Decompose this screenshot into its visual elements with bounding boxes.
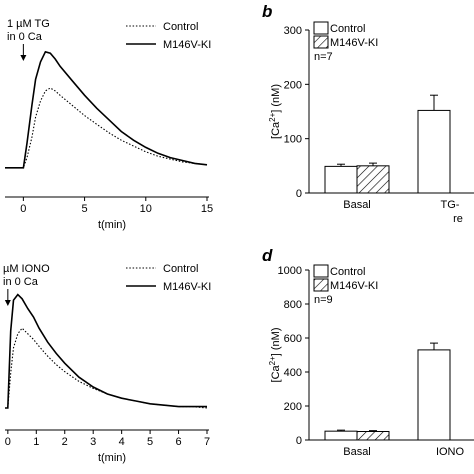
y-tick-label: 400 xyxy=(284,367,302,379)
annotation-text: 1 µM TG xyxy=(7,18,50,30)
x-tick-label: 7 xyxy=(204,436,210,448)
bar xyxy=(417,349,451,441)
y-axis-label: [Ca2+] (nM) xyxy=(268,328,283,383)
x-tick-label: 0 xyxy=(20,203,26,215)
bar xyxy=(356,165,390,194)
annotation-text: in 0 Ca xyxy=(3,276,39,288)
series-line-control xyxy=(5,87,208,169)
y-tick-label: 200 xyxy=(284,401,302,413)
x-tick-label: 5 xyxy=(147,436,153,448)
series-line-m146v-ki xyxy=(5,293,207,409)
x-tick-label: 5 xyxy=(82,203,88,215)
arrow-head xyxy=(4,300,11,306)
legend-label: M146V-KI xyxy=(163,281,211,293)
x-axis-label: t(min) xyxy=(98,452,126,464)
n-label: n=9 xyxy=(314,294,333,306)
x-axis-label: t(min) xyxy=(98,219,126,231)
y-tick-label: 600 xyxy=(284,333,302,345)
y-tick-label: 300 xyxy=(284,25,302,37)
x-tick-label: 3 xyxy=(90,436,96,448)
x-tick-label: 10 xyxy=(140,203,152,215)
legend-label: Control xyxy=(163,263,198,275)
x-tick-label: 6 xyxy=(175,436,181,448)
arrow-head xyxy=(20,55,27,61)
category-label: IONO xyxy=(436,446,465,458)
legend-swatch xyxy=(313,264,329,278)
category-label: Basal xyxy=(343,199,371,211)
series-line-m146v-ki xyxy=(5,50,208,169)
category-sublabel: re xyxy=(453,213,463,225)
panel-b-bars-tg: b 0 100 200 300 [Ca2+] (nM) Basal TG-re Control M… xyxy=(262,2,474,225)
y-tick-label: 0 xyxy=(296,188,302,200)
panel-d-bars-iono: d 0 200 400 600 800 1000 [Ca2+] (nM) Basal IONO Co… xyxy=(262,246,474,458)
legend-label: M146V-KI xyxy=(330,37,378,49)
bar xyxy=(324,430,358,441)
x-tick-label: 2 xyxy=(62,436,68,448)
panel-letter: d xyxy=(262,246,273,265)
y-tick-label: 100 xyxy=(284,134,302,146)
y-tick-label: 800 xyxy=(284,299,302,311)
legend-swatch xyxy=(313,35,329,49)
y-tick-label: 0 xyxy=(296,435,302,447)
x-tick-label: 1 xyxy=(33,436,39,448)
annotation-text: µM IONO xyxy=(3,263,50,275)
bar xyxy=(324,165,358,194)
legend-swatch xyxy=(313,21,329,35)
panel-letter: b xyxy=(262,2,272,21)
x-tick-label: 0 xyxy=(5,436,11,448)
category-label: Basal xyxy=(343,446,371,458)
legend-label: M146V-KI xyxy=(330,280,378,292)
bar xyxy=(417,109,451,194)
legend-label: M146V-KI xyxy=(163,39,211,51)
x-tick-label: 4 xyxy=(119,436,125,448)
legend-label: Control xyxy=(330,266,365,278)
legend-label: Control xyxy=(330,23,365,35)
y-tick-label: 200 xyxy=(284,79,302,91)
legend-swatch xyxy=(313,278,329,292)
annotation-text: in 0 Ca xyxy=(7,31,43,43)
y-axis-label: [Ca2+] (nM) xyxy=(268,84,283,139)
n-label: n=7 xyxy=(314,51,333,63)
y-tick-label: 1000 xyxy=(278,265,302,277)
bar xyxy=(356,431,390,441)
legend-label: Control xyxy=(163,21,198,33)
category-label: TG- xyxy=(441,199,460,211)
x-tick-label: 15 xyxy=(201,203,213,215)
series-line-control xyxy=(5,327,208,409)
